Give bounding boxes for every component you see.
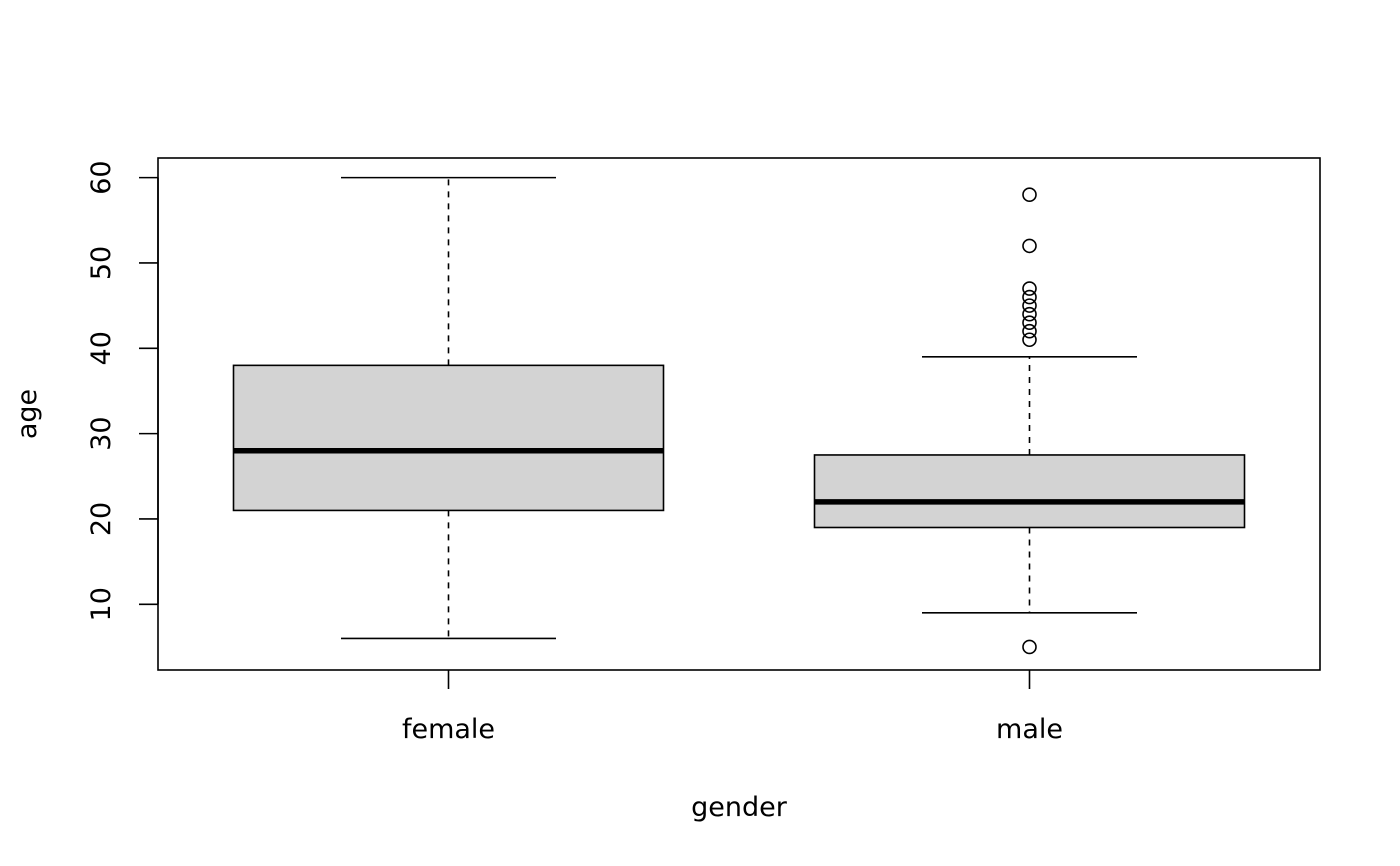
y-tick-label: 30 [86, 416, 117, 450]
box-iqr [232, 364, 665, 512]
outlier-point [1022, 639, 1037, 655]
x-tick-label: female [402, 714, 495, 745]
box-group-male [813, 187, 1246, 655]
outlier-point [1022, 315, 1037, 330]
x-tick-label: male [996, 714, 1063, 745]
y-axis-title: age [12, 389, 43, 439]
outlier-point [1022, 332, 1037, 348]
box-group-female [232, 176, 665, 640]
box-iqr [813, 454, 1246, 529]
outlier-point [1022, 281, 1037, 296]
y-tick-label: 60 [86, 160, 117, 194]
x-axis: female male [402, 670, 1063, 745]
y-tick-label: 50 [86, 246, 117, 280]
outlier-point [1022, 298, 1037, 313]
chart-marks [232, 176, 1246, 655]
outlier-point [1022, 323, 1037, 339]
x-axis-title: gender [691, 792, 788, 823]
outlier-point [1022, 289, 1037, 305]
y-axis: 10 20 30 40 50 60 [86, 160, 159, 621]
outlier-point [1022, 238, 1037, 254]
y-tick-label: 10 [86, 587, 117, 621]
outlier-point [1022, 187, 1037, 202]
y-tick-label: 40 [86, 331, 117, 365]
y-tick-label: 20 [86, 502, 117, 536]
outlier-point [1022, 306, 1037, 322]
